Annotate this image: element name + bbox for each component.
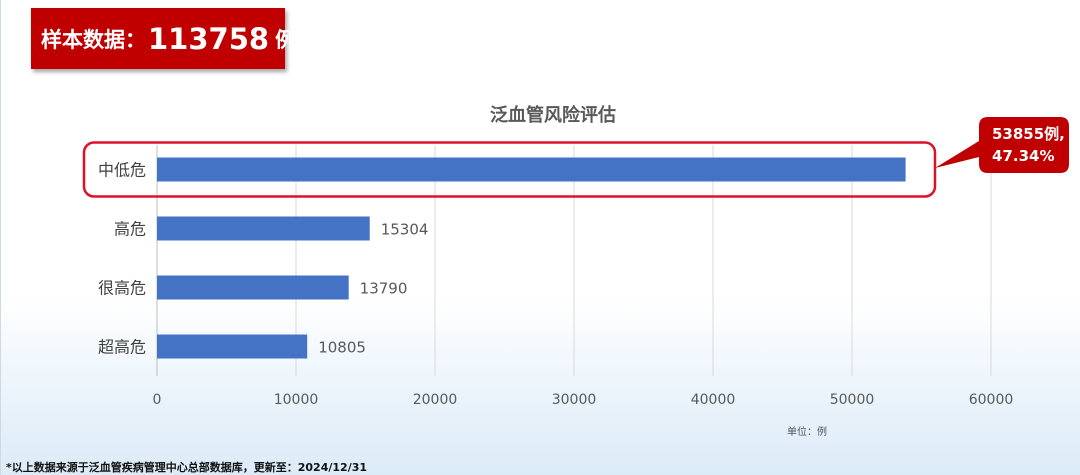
- callout-bubble: [935, 117, 1069, 173]
- bar: [157, 275, 349, 300]
- category-label: 高危: [114, 220, 146, 239]
- callout: 53855例, 47.34%: [82, 117, 1069, 198]
- sample-size-count: 113758: [148, 21, 270, 56]
- bar: [157, 157, 906, 182]
- gridlines: [156, 145, 992, 376]
- left-edge-line: [0, 0, 1, 475]
- chart-title: 泛血管风险评估: [490, 104, 616, 126]
- x-tick-label: 30000: [552, 392, 597, 408]
- sample-size-badge: 样本数据： 113758 例: [31, 8, 296, 69]
- x-tick-label: 10000: [274, 392, 319, 408]
- bars: [157, 157, 906, 359]
- category-label: 很高危: [98, 279, 146, 298]
- x-tick-label: 20000: [413, 392, 458, 408]
- bar: [157, 216, 370, 241]
- highlight-box: [82, 141, 937, 198]
- x-tick-label: 50000: [830, 392, 875, 408]
- data-label: 10805: [318, 339, 366, 357]
- category-label: 中低危: [98, 161, 146, 180]
- data-label: 15304: [381, 221, 429, 239]
- data-label: 13790: [360, 280, 408, 298]
- x-tick-label: 0: [153, 392, 162, 408]
- bar: [157, 334, 308, 359]
- category-label: 超高危: [98, 338, 146, 357]
- x-tick-label: 40000: [691, 392, 736, 408]
- sample-size-unit: 例: [275, 27, 297, 52]
- sample-size-label: 样本数据：: [41, 27, 146, 52]
- callout-percent: 47.34%: [992, 147, 1054, 165]
- data-source-footnote: *以上数据来源于泛血管疾病管理中心总部数据库，更新至：2024/12/31: [6, 461, 368, 474]
- unit-note: 单位：例: [787, 427, 827, 438]
- x-tick-label: 60000: [969, 392, 1014, 408]
- callout-value: 53855例,: [992, 125, 1065, 143]
